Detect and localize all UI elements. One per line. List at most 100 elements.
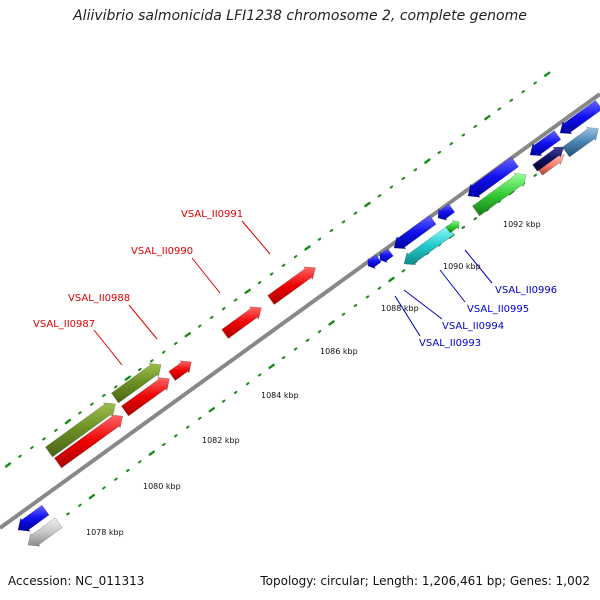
leader-VSAL_II0993: [394, 295, 421, 337]
inner-track-minor-tick: [377, 286, 382, 290]
gene-steel-1: [562, 126, 599, 158]
inner-track-minor-tick: [281, 356, 286, 360]
leader-VSAL_II0991: [241, 220, 271, 255]
gene-blue-left: [17, 504, 50, 532]
gene-olive-1: [45, 402, 116, 458]
gene-label-VSAL_II0994: VSAL_II0994: [442, 321, 504, 332]
gene-VSAL_II0996: [445, 219, 460, 234]
outer-track-minor-tick: [269, 272, 274, 276]
leader-VSAL_II0990: [191, 257, 221, 294]
outer-track-minor-tick: [413, 168, 418, 172]
inner-track-minor-tick: [221, 399, 226, 403]
inner-track-major-tick: [88, 493, 96, 500]
inner-track-minor-tick: [461, 225, 466, 229]
inner-track-minor-tick: [126, 468, 130, 473]
inner-track-minor-tick: [317, 330, 322, 334]
kbp-label-1080: 1080 kbp: [143, 482, 181, 491]
genome-summary-text: Topology: circular; Length: 1,206,461 bp…: [260, 574, 590, 588]
outer-track-minor-tick: [533, 81, 537, 85]
outer-track-major-tick: [244, 288, 251, 294]
gene-label-VSAL_II0995: VSAL_II0995: [467, 304, 529, 315]
outer-track-minor-tick: [257, 281, 262, 285]
leader-VSAL_II0996: [464, 249, 493, 284]
outer-track-major-tick: [4, 462, 12, 468]
kbp-label-1086: 1086 kbp: [320, 347, 358, 356]
gene-label-VSAL_II0988: VSAL_II0988: [68, 293, 130, 304]
kbp-label-1088: 1088 kbp: [381, 304, 419, 313]
gene-VSAL_II0993-a: [367, 254, 382, 270]
gene-VSAL_II0994: [393, 214, 437, 250]
outer-track-major-tick: [304, 245, 311, 251]
outer-track-major-tick: [544, 71, 551, 77]
inner-track-major-tick: [208, 407, 216, 413]
outer-track-minor-tick: [401, 176, 406, 180]
gene-VSAL_II0987: [54, 414, 124, 469]
outer-track-minor-tick: [377, 194, 382, 198]
outer-tick-track: [4, 71, 551, 468]
outer-track-minor-tick: [281, 263, 286, 267]
gene-features: [17, 99, 600, 547]
kbp-label-1084: 1084 kbp: [261, 391, 299, 400]
outer-track-major-tick: [364, 201, 371, 208]
inner-track-minor-tick: [293, 347, 298, 351]
inner-track-minor-tick: [138, 460, 142, 464]
gene-grey-left: [27, 517, 63, 547]
gene-navy-1: [532, 146, 565, 172]
inner-track-minor-tick: [473, 217, 478, 221]
gene-green-1: [472, 173, 527, 217]
gene-label-VSAL_II0993: VSAL_II0993: [419, 338, 481, 349]
outer-track-minor-tick: [317, 237, 322, 241]
gene-VSAL_II0995: [403, 225, 455, 266]
gene-blue-mid: [467, 156, 519, 198]
outer-track-minor-tick: [353, 211, 358, 215]
inner-track-minor-tick: [257, 373, 262, 377]
outer-track-minor-tick: [42, 437, 46, 441]
leader-VSAL_II0994: [403, 289, 443, 320]
outer-track-minor-tick: [497, 107, 502, 111]
gene-VSAL_II0994-b: [437, 203, 456, 221]
inner-track-minor-tick: [114, 477, 118, 481]
outer-track-minor-tick: [90, 402, 94, 406]
gene-VSAL_II0991: [267, 266, 316, 305]
outer-track-major-tick: [484, 114, 491, 121]
leader-VSAL_II0988: [128, 304, 158, 340]
accession-text: Accession: NC_011313: [8, 574, 145, 588]
inner-track-minor-tick: [102, 486, 106, 490]
inner-track-minor-tick: [233, 390, 238, 394]
inner-track-minor-tick: [365, 295, 370, 299]
outer-track-minor-tick: [150, 359, 154, 363]
outer-track-minor-tick: [461, 133, 466, 137]
inner-track-major-tick: [148, 450, 156, 456]
outer-track-minor-tick: [209, 315, 214, 319]
inner-track-major-tick: [268, 363, 275, 369]
gene-label-VSAL_II0990: VSAL_II0990: [131, 246, 193, 257]
inner-track-minor-tick: [66, 512, 70, 516]
leader-VSAL_II0995: [439, 269, 466, 303]
outer-track-major-tick: [124, 375, 132, 381]
outer-track-major-tick: [64, 418, 72, 425]
outer-track-major-tick: [424, 158, 431, 164]
outer-track-minor-tick: [221, 307, 226, 311]
inner-track-minor-tick: [305, 338, 310, 342]
gene-VSAL_II0990: [221, 306, 262, 339]
gene-VSAL_II0990-small: [168, 360, 192, 381]
inner-track-major-tick: [388, 276, 395, 283]
outer-track-minor-tick: [233, 298, 238, 302]
gene-olive-2: [111, 363, 162, 404]
outer-track-minor-tick: [341, 220, 346, 224]
gene-VSAL_II0993-b: [379, 248, 394, 264]
kbp-label-1078: 1078 kbp: [86, 528, 124, 537]
outer-track-minor-tick: [30, 446, 34, 450]
outer-track-minor-tick: [173, 341, 178, 345]
kbp-label-1092: 1092 kbp: [503, 220, 541, 229]
gene-blue-right-1: [529, 130, 562, 157]
inner-track-minor-tick: [162, 442, 166, 447]
outer-track-minor-tick: [293, 255, 298, 259]
map-title: Aliivibrio salmonicida LFI1238 chromosom…: [73, 8, 527, 24]
outer-track-minor-tick: [449, 142, 454, 146]
kbp-label-1082: 1082 kbp: [202, 436, 240, 445]
gene-label-VSAL_II0996: VSAL_II0996: [495, 285, 557, 296]
outer-track-minor-tick: [78, 411, 82, 415]
outer-track-minor-tick: [18, 454, 22, 458]
